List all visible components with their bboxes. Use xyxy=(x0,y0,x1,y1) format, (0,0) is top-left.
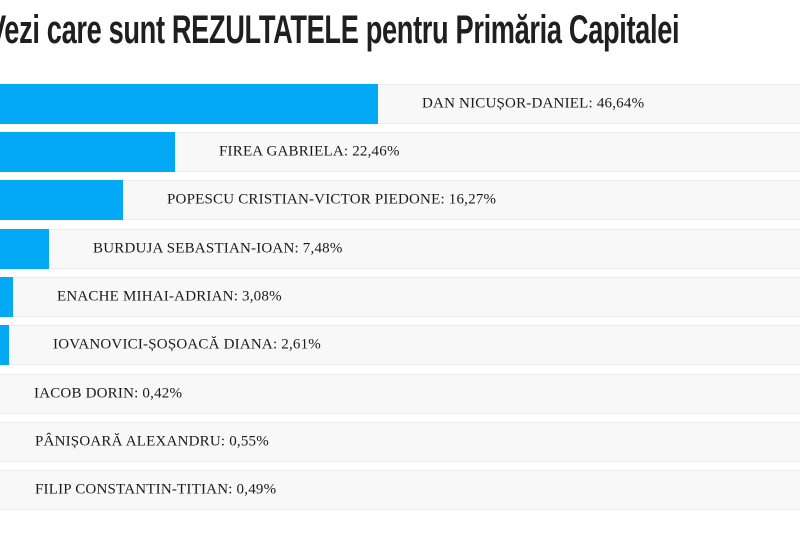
result-label: FILIP CONSTANTIN-TITIAN: 0,49% xyxy=(35,481,277,498)
result-label: DAN NICUȘOR-DANIEL: 46,64% xyxy=(422,95,645,112)
result-bar xyxy=(0,132,175,172)
result-label: BURDUJA SEBASTIAN-IOAN: 7,48% xyxy=(93,240,343,257)
result-row: PÂNIȘOARĂ ALEXANDRU: 0,55% xyxy=(0,422,800,462)
result-bar xyxy=(0,84,378,124)
result-row: IACOB DORIN: 0,42% xyxy=(0,374,800,414)
result-label: PÂNIȘOARĂ ALEXANDRU: 0,55% xyxy=(35,433,269,450)
result-label: FIREA GABRIELA: 22,46% xyxy=(219,143,400,160)
result-row: ENACHE MIHAI-ADRIAN: 3,08% xyxy=(0,277,800,317)
chart-title: Vezi care sunt REZULTATELE pentru Primăr… xyxy=(0,8,680,52)
result-row: DAN NICUȘOR-DANIEL: 46,64% xyxy=(0,84,800,124)
result-row: POPESCU CRISTIAN-VICTOR PIEDONE: 16,27% xyxy=(0,180,800,220)
result-bar xyxy=(0,229,49,269)
result-label: ENACHE MIHAI-ADRIAN: 3,08% xyxy=(57,288,282,305)
result-row: FILIP CONSTANTIN-TITIAN: 0,49% xyxy=(0,470,800,510)
result-row: IOVANOVICI-ȘOȘOACĂ DIANA: 2,61% xyxy=(0,325,800,365)
result-bar xyxy=(0,180,123,220)
result-label: POPESCU CRISTIAN-VICTOR PIEDONE: 16,27% xyxy=(167,191,497,208)
result-row: BURDUJA SEBASTIAN-IOAN: 7,48% xyxy=(0,229,800,269)
result-label: IACOB DORIN: 0,42% xyxy=(34,385,183,402)
result-label: IOVANOVICI-ȘOȘOACĂ DIANA: 2,61% xyxy=(53,336,322,353)
result-bar xyxy=(0,277,13,317)
result-bar xyxy=(0,325,9,365)
result-row: FIREA GABRIELA: 22,46% xyxy=(0,132,800,172)
